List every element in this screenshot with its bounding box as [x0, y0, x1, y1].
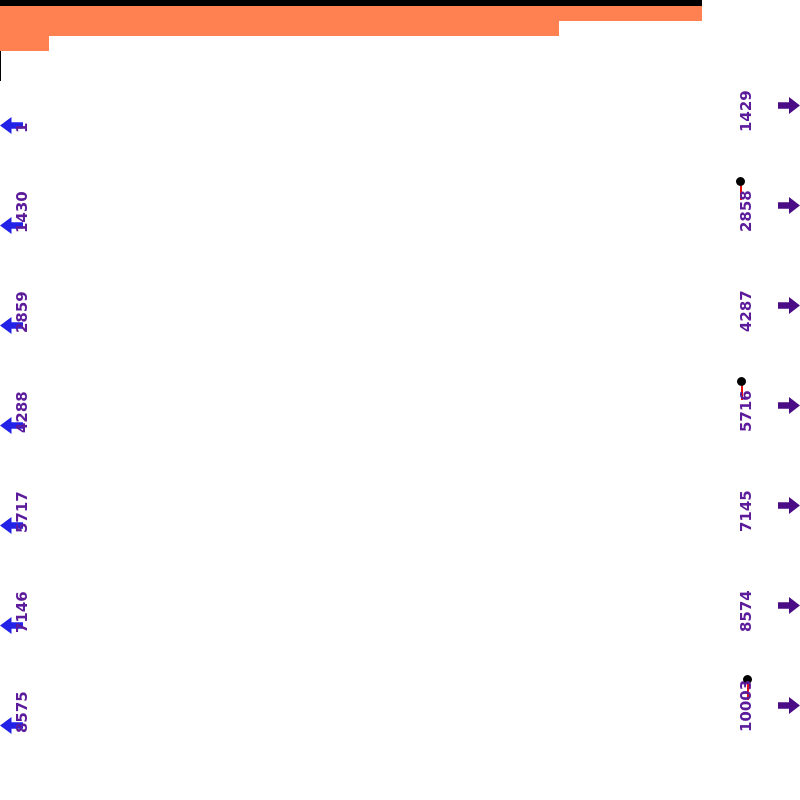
right-arrow-icon[interactable] [778, 96, 800, 114]
left-arrow-icon[interactable] [0, 216, 23, 234]
top-strand-line [0, 0, 702, 2]
row-end-position-label: 1429 [737, 90, 755, 132]
right-arrow-icon[interactable] [778, 596, 800, 614]
marker-stick [741, 385, 743, 400]
left-arrow-icon-shape [0, 616, 23, 634]
right-arrow-icon[interactable] [778, 496, 800, 514]
marker-stick [747, 683, 749, 700]
right-arrow-icon[interactable] [778, 296, 800, 314]
bottom-strand-line [0, 3, 702, 5]
right-arrow-icon-shape [778, 496, 800, 514]
left-arrow-icon[interactable] [0, 316, 23, 334]
right-arrow-icon-shape [778, 296, 800, 314]
row-start-position-label: 5717 [13, 491, 31, 533]
top-strand-line [0, 1, 702, 3]
left-arrow-icon[interactable] [0, 116, 23, 134]
alignment-block [0, 6, 612, 21]
right-arrow-icon-shape [778, 596, 800, 614]
row-end-position-label: 7145 [737, 490, 755, 532]
row-end-position-label: 5716 [737, 390, 755, 432]
left-arrow-icon-shape [0, 316, 23, 334]
bottom-strand-line [0, 4, 702, 6]
row-start-position-label: 2859 [13, 291, 31, 333]
row-start-position-label: 8575 [13, 691, 31, 733]
block-boundary-tick [0, 66, 2, 81]
left-arrow-icon[interactable] [0, 616, 23, 634]
left-arrow-icon-shape [0, 416, 23, 434]
block-boundary-tick [0, 51, 2, 66]
right-arrow-icon-shape [778, 696, 800, 714]
left-arrow-icon[interactable] [0, 416, 23, 434]
alignment-block [0, 36, 49, 51]
left-arrow-icon[interactable] [0, 516, 23, 534]
left-arrow-icon-shape [0, 516, 23, 534]
alignment-block [0, 21, 547, 36]
row-start-position-label: 4288 [13, 391, 31, 433]
row-end-position-label: 10003 [737, 679, 755, 732]
right-arrow-icon[interactable] [778, 396, 800, 414]
row-start-position-label: 1430 [13, 191, 31, 233]
marker-dot [743, 674, 753, 684]
marker-dot [736, 176, 746, 186]
marker-stick [740, 185, 742, 200]
row-end-position-label: 8574 [737, 590, 755, 632]
left-arrow-icon-shape [0, 116, 23, 134]
right-arrow-icon[interactable] [778, 696, 800, 714]
row-end-position-label: 4287 [737, 290, 755, 332]
marker-dot [737, 376, 747, 386]
left-arrow-icon-shape [0, 716, 23, 734]
row-start-position-label: 7146 [13, 591, 31, 633]
row-end-position-label: 2858 [737, 190, 755, 232]
left-arrow-icon[interactable] [0, 716, 23, 734]
row-start-position-label: 1 [13, 122, 31, 133]
right-arrow-icon-shape [778, 196, 800, 214]
right-arrow-icon-shape [778, 396, 800, 414]
right-arrow-icon[interactable] [778, 196, 800, 214]
left-arrow-icon-shape [0, 216, 23, 234]
right-arrow-icon-shape [778, 96, 800, 114]
